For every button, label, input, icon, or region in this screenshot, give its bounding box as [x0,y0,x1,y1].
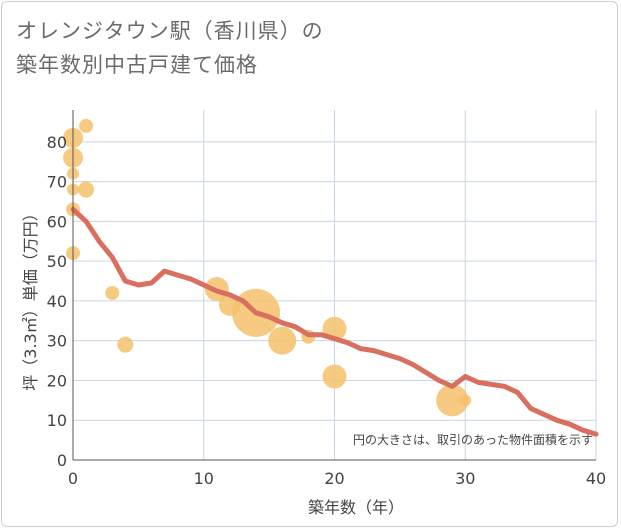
bubble-size-note: 円の大きさは、取引のあった物件面積を示す [353,432,593,447]
x-tick-label: 20 [324,469,344,488]
x-tick-label: 40 [586,469,606,488]
y-axis-label: 坪（3.3㎡）単価（万円） [21,205,40,390]
y-tick-label: 20 [47,371,67,390]
line-series [70,206,599,437]
x-tick-label: 30 [455,469,475,488]
y-tick-label: 80 [47,133,67,152]
bubble-series [63,118,472,417]
bubble-point [436,384,469,417]
title-line-2: 築年数別中古戸建て価格 [16,53,258,77]
bubble-point [78,181,95,198]
axes: 0 10 20 30 40 50 60 70 80 0 10 20 30 40 [47,110,606,488]
x-tick-label: 0 [68,469,78,488]
y-tick-label: 40 [47,292,67,311]
y-tick-label: 50 [47,252,67,271]
bubble-point [105,285,120,300]
x-axis-label: 築年数（年） [308,498,404,517]
bubble-point [79,118,94,133]
title-line-1: オレンジタウン駅（香川県）の [16,19,324,43]
y-tick-label: 60 [47,212,67,231]
chart-title: オレンジタウン駅（香川県）の 築年数別中古戸建て価格 [16,14,576,82]
y-tick-label: 10 [47,411,67,430]
bubble-point [268,326,297,355]
x-tick-label: 10 [194,469,214,488]
y-tick-label: 0 [57,451,67,470]
y-tick-label: 70 [47,173,67,192]
bubble-point [459,394,472,407]
bubble-point [322,364,347,389]
y-tick-label: 30 [47,332,67,351]
average-price-line [70,206,599,437]
bubble-point [117,336,134,353]
